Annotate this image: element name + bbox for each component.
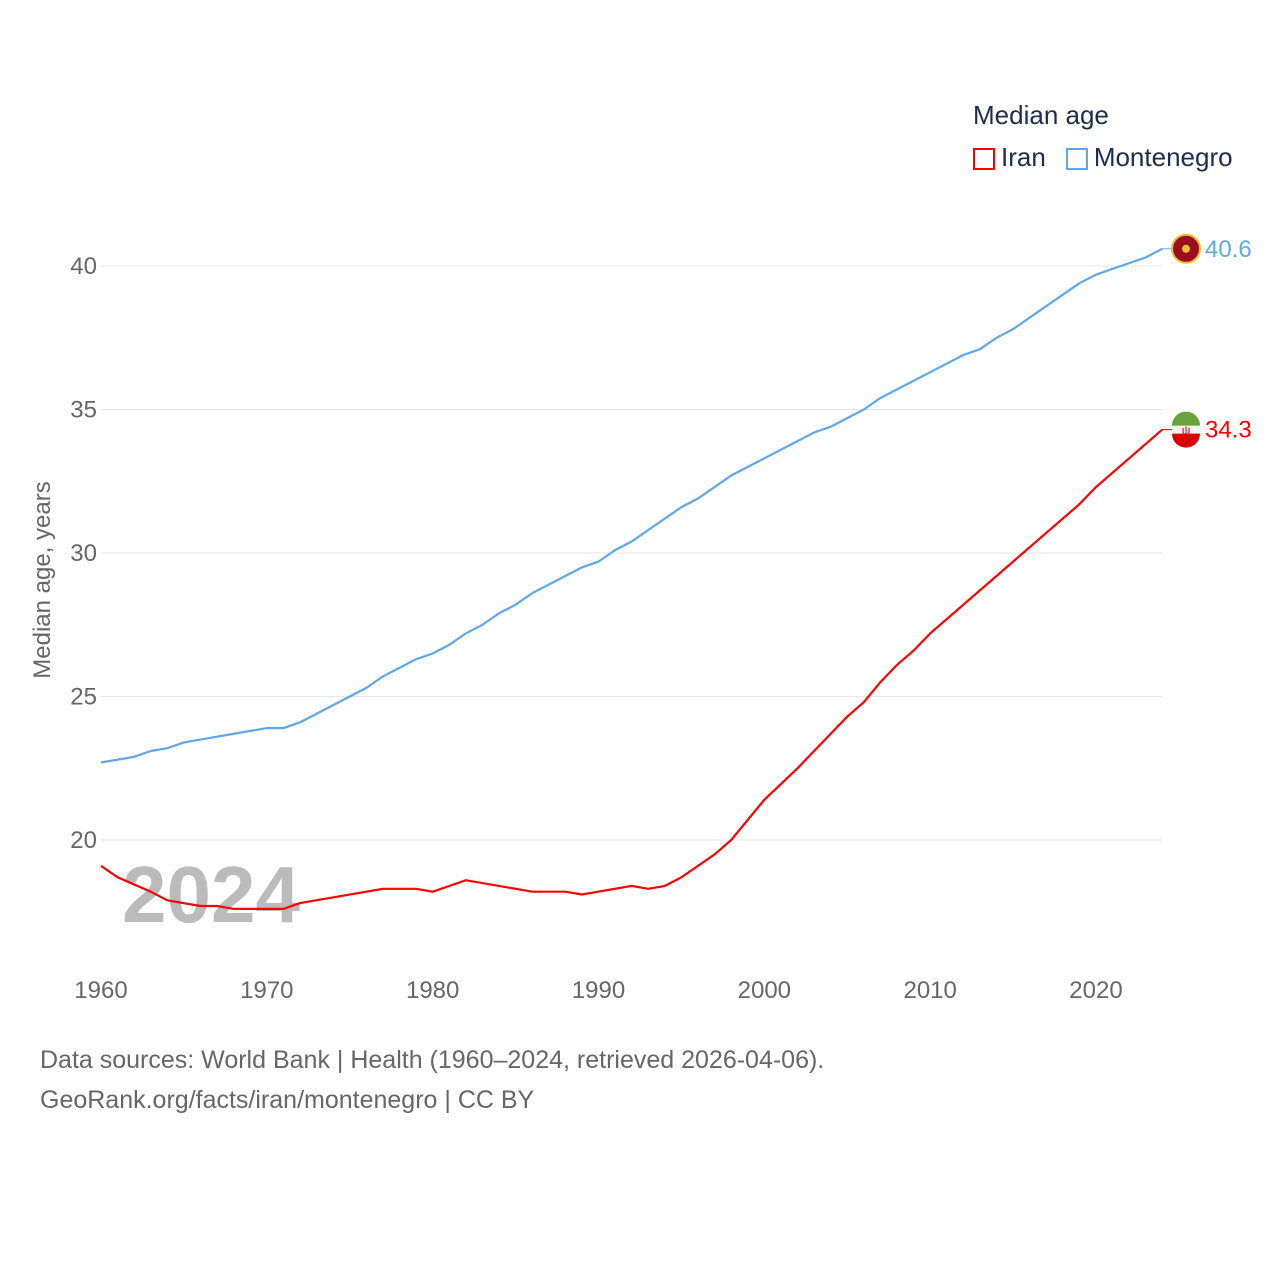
legend-swatch	[1065, 148, 1088, 170]
year-watermark: 2024	[122, 850, 300, 939]
x-tick-label: 1980	[406, 977, 459, 1004]
x-tick-label: 1960	[74, 977, 127, 1004]
legend-title: Median age	[973, 100, 1109, 130]
legend-label: Iran	[1001, 142, 1046, 172]
x-tick-label: 2000	[738, 977, 791, 1004]
series-line-iran[interactable]	[100, 428, 1164, 910]
y-tick-label: 30	[70, 540, 97, 567]
x-tick-label: 1970	[240, 977, 293, 1004]
end-value-label: 40.6	[1205, 236, 1252, 263]
x-tick-label: 1990	[572, 977, 625, 1004]
source-text: Data sources: World Bank | Health (1960–…	[40, 1046, 825, 1074]
flag-red-band	[1172, 433, 1200, 448]
legend-swatch	[973, 148, 995, 170]
flag-emblem: ψ	[1182, 424, 1191, 438]
y-tick-label: 40	[70, 253, 97, 280]
series-line-montenegro[interactable]	[100, 247, 1163, 764]
legend: Iran Montenegro	[973, 142, 1233, 173]
flag-green-band	[1172, 411, 1200, 426]
legend-label: Montenegro	[1093, 142, 1233, 172]
y-tick-label: 35	[70, 397, 97, 424]
y-axis-label: Median age, years	[29, 481, 56, 678]
attribution-text[interactable]: GeoRank.org/facts/iran/montenegro | CC B…	[40, 1086, 535, 1114]
y-tick-label: 20	[70, 827, 97, 854]
y-tick-label: 25	[70, 684, 97, 711]
legend-item-iran[interactable]: Iran	[973, 142, 1046, 173]
legend-item-montenegro[interactable]: Montenegro	[1065, 142, 1233, 173]
x-tick-label: 2010	[903, 977, 956, 1004]
x-tick-label: 2020	[1069, 977, 1122, 1004]
end-value-label: 34.3	[1205, 417, 1252, 444]
flag-emblem	[1182, 244, 1190, 253]
